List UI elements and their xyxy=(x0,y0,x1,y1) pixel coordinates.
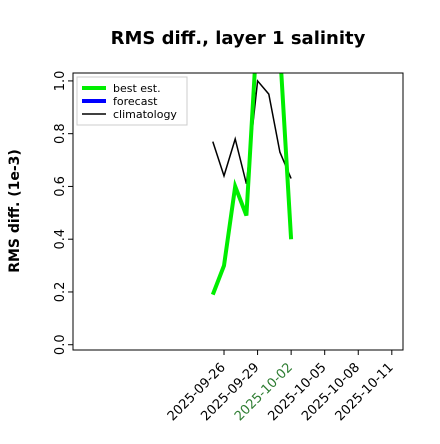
y-tick-label: 0.2 xyxy=(53,282,68,303)
plot-frame xyxy=(72,72,404,351)
series-layer xyxy=(210,73,294,296)
legend-label: forecast xyxy=(113,95,158,108)
y-tick-label: 0.0 xyxy=(53,334,68,355)
legend-label: best est. xyxy=(113,82,161,95)
y-tick-label: 1.0 xyxy=(53,71,68,92)
series-line-best-est xyxy=(210,73,294,296)
legend-label: climatology xyxy=(113,108,177,121)
chart-title: RMS diff., layer 1 salinity xyxy=(111,28,366,49)
y-tick-label: 0.6 xyxy=(53,176,68,197)
y-axis-label: RMS diff. (1e-3) xyxy=(7,149,23,273)
y-tick-label: 0.4 xyxy=(53,229,68,250)
y-tick-label: 0.8 xyxy=(53,123,68,144)
